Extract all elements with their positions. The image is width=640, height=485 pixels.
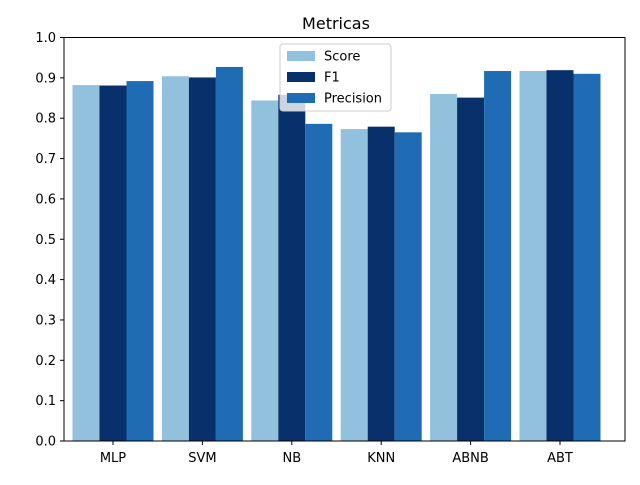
y-tick-label: 0.8 [35,112,56,127]
x-axis: MLP SVM NB KNN ABNB ABT [100,441,573,466]
bar-precision-nb [305,123,333,441]
legend-label-f1: F1 [324,71,340,86]
bar-precision-knn [394,132,422,441]
bar-f1-abnb [457,97,485,442]
bar-score-svm [161,76,189,442]
bars-group [72,66,601,442]
bar-f1-nb [278,94,306,442]
legend-label-score: Score [324,50,360,65]
x-tick-label: ABT [547,451,573,466]
y-tick-label: 0.0 [35,435,56,450]
x-tick-label: ABNB [452,451,488,466]
bar-precision-abnb [484,70,512,442]
chart-title: Metricas [302,14,370,33]
bar-precision-svm [215,66,243,442]
plot-frame [63,37,626,442]
bar-f1-svm [188,77,216,441]
legend-swatch-precision [287,93,315,103]
y-tick-label: 0.6 [35,192,56,207]
x-tick-label: NB [282,451,301,466]
bar-f1-abt [546,70,574,442]
bar-score-nb [251,100,279,441]
legend: Score F1 Precision [279,43,392,112]
y-tick-label: 0.2 [35,354,56,369]
y-tick-label: 0.4 [35,273,56,288]
y-tick-label: 0.3 [35,313,56,328]
y-tick-label: 0.1 [35,394,56,409]
bar-score-mlp [72,85,100,442]
bar-score-abt [519,70,547,442]
bar-precision-mlp [126,81,154,441]
legend-swatch-f1 [287,72,315,82]
y-tick-label: 1.0 [35,31,56,46]
y-tick-label: 0.5 [35,233,56,248]
x-tick-label: MLP [100,451,126,466]
y-tick-label: 0.9 [35,71,56,86]
legend-swatch-score [287,51,315,61]
bar-precision-abt [573,73,601,441]
x-tick-label: SVM [188,451,216,466]
x-tick-label: KNN [367,451,395,466]
legend-label-precision: Precision [324,92,382,107]
bar-f1-knn [367,126,395,442]
y-tick-label: 0.7 [35,152,56,167]
bar-score-knn [340,129,368,441]
bar-score-abnb [430,93,458,442]
y-axis: 0.0 0.1 0.2 0.3 0.4 0.5 0.6 0.7 0.8 0.9 1.0 [35,31,64,450]
bar-f1-mlp [99,85,127,442]
